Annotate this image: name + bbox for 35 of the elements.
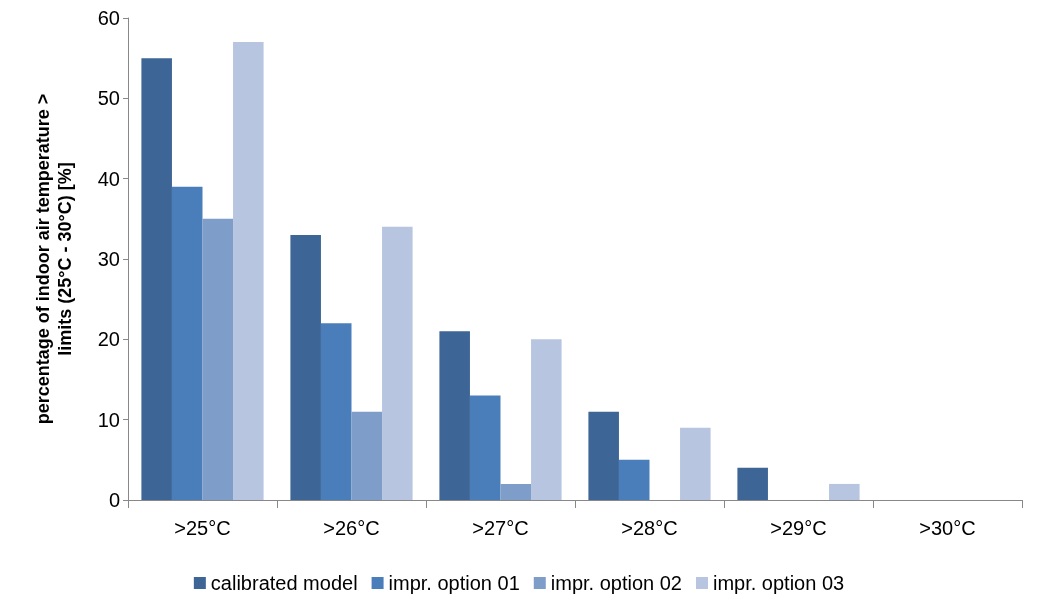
legend-label: calibrated model — [210, 572, 358, 594]
bar — [351, 411, 383, 500]
bar — [737, 467, 768, 500]
bar — [382, 226, 413, 500]
bar — [171, 186, 203, 500]
legend-label: impr. option 03 — [712, 572, 845, 594]
bar — [829, 483, 860, 500]
x-tick-label: >30°C — [919, 517, 976, 539]
bar — [500, 483, 532, 500]
bar — [141, 58, 172, 500]
y-tick-label: 40 — [97, 167, 120, 190]
bar — [202, 218, 234, 500]
bar — [439, 331, 470, 500]
y-tick-label: 60 — [97, 7, 120, 29]
x-tick-label: >25°C — [174, 517, 231, 539]
x-tick-label: >28°C — [621, 517, 678, 539]
x-tick-label: >26°C — [323, 517, 380, 539]
bar — [618, 459, 650, 500]
x-tick-label: >29°C — [770, 517, 827, 539]
bar — [531, 339, 562, 500]
bar — [680, 427, 711, 500]
y-tick-label: 20 — [97, 328, 120, 351]
bar — [320, 323, 352, 500]
y-tick-label: 0 — [108, 489, 120, 511]
y-tick-label: 30 — [97, 248, 120, 270]
y-tick-label: 50 — [97, 87, 120, 110]
bar — [588, 411, 619, 500]
legend-label: impr. option 01 — [388, 572, 520, 594]
y-axis-title: percentage of indoor air temperature > limits (25°C - 30°C) [%] — [33, 93, 75, 425]
legend-label: impr. option 02 — [550, 572, 682, 594]
bar — [469, 395, 501, 500]
x-tick-label: >27°C — [472, 517, 529, 539]
y-tick-label: 10 — [97, 408, 120, 431]
bar — [290, 234, 321, 500]
bar — [233, 42, 264, 500]
